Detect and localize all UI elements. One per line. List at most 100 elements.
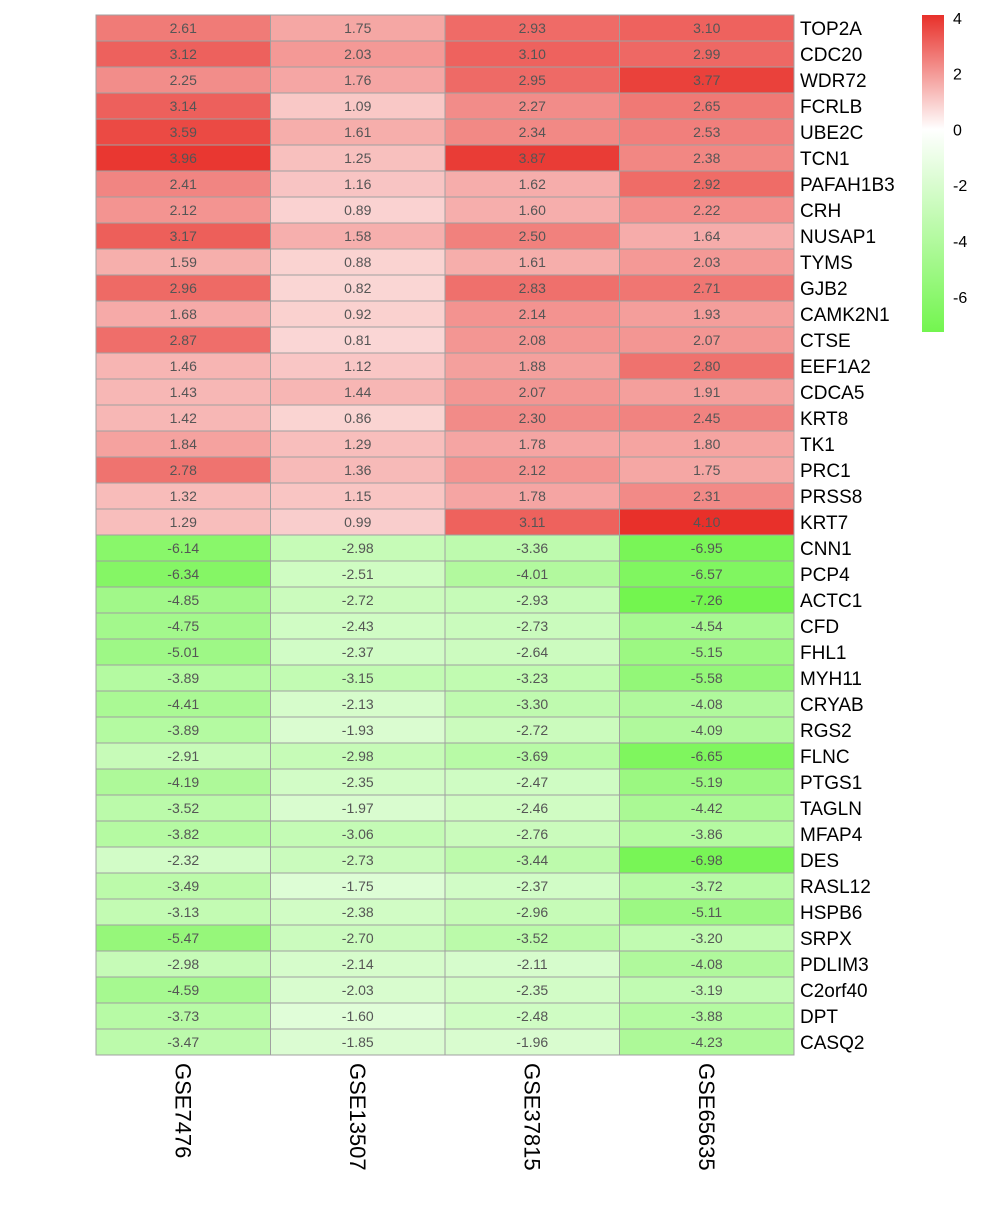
cell-value-label: 1.91	[693, 384, 720, 400]
cell-value-label: -2.98	[167, 956, 199, 972]
row-label-gene: CDC20	[800, 45, 862, 66]
cell-value-label: 2.92	[693, 176, 720, 192]
cell-value-label: 1.60	[519, 202, 546, 218]
heatmap-cell	[95, 196, 271, 224]
cell-value-label: 1.42	[170, 410, 197, 426]
cell-value-label: 1.12	[344, 358, 371, 374]
cell-value-label: -7.26	[691, 592, 723, 608]
cell-value-label: -4.19	[167, 774, 199, 790]
heatmap-cell	[444, 742, 620, 770]
cell-value-label: -5.47	[167, 930, 199, 946]
heatmap-cell	[270, 456, 446, 484]
heatmap-cell	[619, 40, 795, 68]
cell-value-label: -3.86	[691, 826, 723, 842]
column-label-dataset: GSE37815	[519, 1063, 544, 1171]
row-label-gene: ACTC1	[800, 591, 862, 612]
cell-value-label: -4.41	[167, 696, 199, 712]
cell-value-label: 1.76	[344, 72, 371, 88]
cell-value-label: 3.10	[693, 20, 720, 36]
heatmap-cell	[95, 742, 271, 770]
heatmap-cell	[270, 14, 446, 42]
heatmap-cell	[95, 794, 271, 822]
cell-value-label: -2.14	[342, 956, 374, 972]
color-legend: 4 2 0 -2 -4 -6	[922, 11, 967, 332]
cell-value-label: -3.52	[516, 930, 548, 946]
cell-value-label: -5.01	[167, 644, 199, 660]
legend-tick-label: -2	[953, 178, 967, 195]
legend-tick-label: -4	[953, 234, 967, 251]
heatmap-cell	[444, 664, 620, 692]
heatmap-cell	[619, 508, 795, 536]
heatmap-cell	[619, 144, 795, 172]
cell-value-label: -3.15	[342, 670, 374, 686]
heatmap-cell	[444, 638, 620, 666]
cell-value-label: 0.99	[344, 514, 371, 530]
cell-value-label: 3.87	[519, 150, 546, 166]
row-label-gene: PTGS1	[800, 773, 862, 794]
legend-color-bar	[922, 15, 944, 332]
cell-value-label: 2.03	[344, 46, 371, 62]
heatmap-cell	[444, 950, 620, 978]
row-label-gene: TAGLN	[800, 799, 862, 820]
row-label-gene: WDR72	[800, 71, 867, 92]
heatmap-cell	[95, 1028, 271, 1056]
cell-value-label: 1.58	[344, 228, 371, 244]
heatmap-cell	[619, 248, 795, 276]
heatmap-cell	[619, 560, 795, 588]
heatmap-cell	[619, 404, 795, 432]
cell-value-label: -2.38	[342, 904, 374, 920]
heatmap-cell	[619, 1028, 795, 1056]
heatmap-cell	[95, 326, 271, 354]
row-label-gene: CASQ2	[800, 1033, 864, 1054]
cell-value-label: 2.12	[170, 202, 197, 218]
cell-value-label: -4.75	[167, 618, 199, 634]
cell-value-label: -3.82	[167, 826, 199, 842]
heatmap-cell	[444, 846, 620, 874]
heatmap-cell	[619, 768, 795, 796]
cell-value-label: 4.10	[693, 514, 720, 530]
heatmap-cell	[95, 352, 271, 380]
heatmap-cell	[270, 898, 446, 926]
cell-value-label: 2.95	[519, 72, 546, 88]
cell-value-label: -3.89	[167, 722, 199, 738]
cell-value-label: -2.98	[342, 748, 374, 764]
heatmap-cell	[95, 14, 271, 42]
heatmap-cell	[444, 378, 620, 406]
cell-value-label: -3.47	[167, 1034, 199, 1050]
heatmap-cell	[95, 950, 271, 978]
cell-value-label: -2.03	[342, 982, 374, 998]
heatmap-cell	[444, 430, 620, 458]
heatmap-cell	[619, 326, 795, 354]
cell-value-label: -2.72	[516, 722, 548, 738]
row-label-gene: C2orf40	[800, 981, 868, 1002]
row-label-gene: CFD	[800, 617, 839, 638]
heatmap-cell	[444, 768, 620, 796]
cell-value-label: 1.78	[519, 436, 546, 452]
row-label-gene: PRSS8	[800, 487, 862, 508]
row-labels: TOP2A CDC20 WDR72 FCRLB UBE2C TCN1 PAFAH1B3 CRH…	[800, 19, 895, 1054]
heatmap-cell	[619, 820, 795, 848]
heatmap-cell	[270, 300, 446, 328]
heatmap-cell	[95, 508, 271, 536]
heatmap-cell	[270, 508, 446, 536]
row-label-gene: NUSAP1	[800, 227, 876, 248]
heatmap-cell	[619, 92, 795, 120]
heatmap-cell	[444, 352, 620, 380]
cell-value-label: -2.76	[516, 826, 548, 842]
cell-value-label: 1.78	[519, 488, 546, 504]
heatmap-cell	[444, 586, 620, 614]
cell-value-label: 1.29	[170, 514, 197, 530]
heatmap-cell	[95, 118, 271, 146]
cell-value-label: 2.93	[519, 20, 546, 36]
cell-value-label: 2.96	[170, 280, 197, 296]
cell-value-label: -1.75	[342, 878, 374, 894]
cell-value-label: -3.30	[516, 696, 548, 712]
row-label-gene: MFAP4	[800, 825, 863, 846]
heatmap-cell	[619, 664, 795, 692]
heatmap-cell	[444, 248, 620, 276]
row-label-gene: GJB2	[800, 279, 848, 300]
heatmap-cell	[444, 326, 620, 354]
row-label-gene: PCP4	[800, 565, 850, 586]
heatmap-cell	[95, 300, 271, 328]
heatmap-cell	[270, 92, 446, 120]
